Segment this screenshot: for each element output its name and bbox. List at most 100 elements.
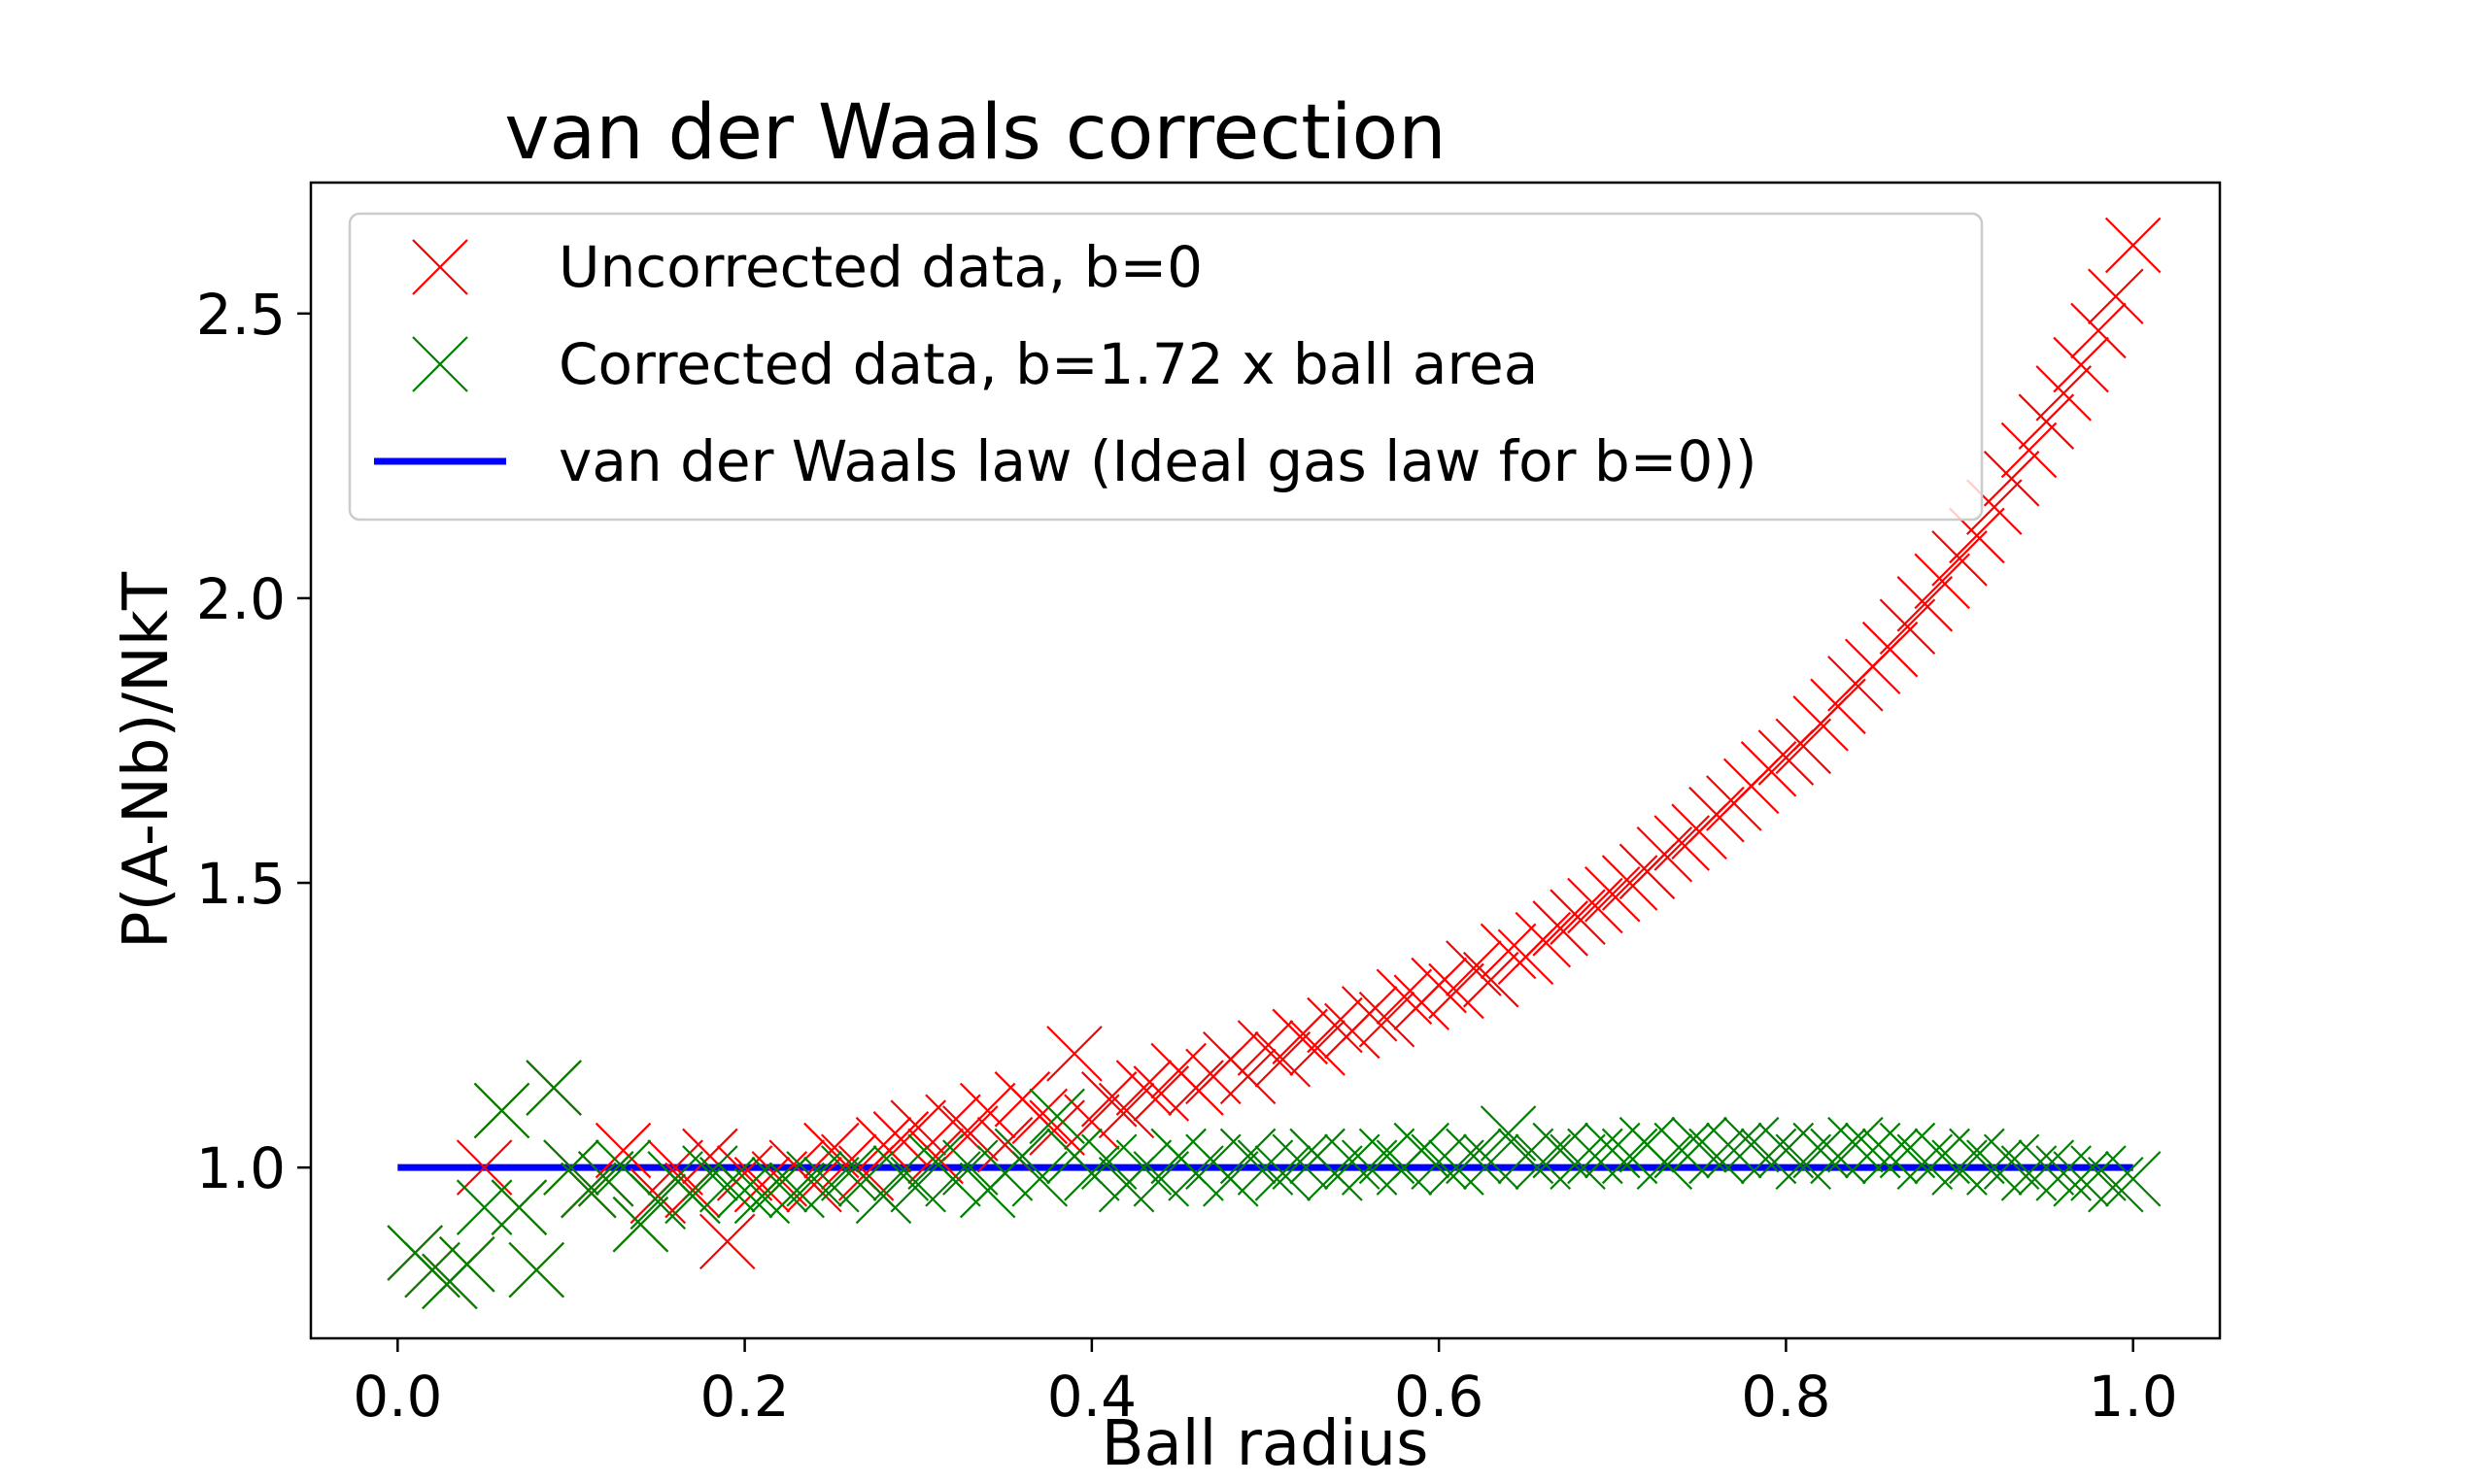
- y-tick-label: 1.5: [196, 851, 286, 917]
- series-0-point-19: [716, 1145, 773, 1201]
- series-1-point-32: [942, 1139, 999, 1196]
- series-1-point-84: [1844, 1122, 1901, 1179]
- series-0-point-65: [1515, 911, 1572, 968]
- series-0-point-18: [698, 1213, 756, 1270]
- x-tick-label: 0.4: [1047, 1364, 1137, 1430]
- series-1-point-51: [1272, 1133, 1329, 1191]
- series-0-point-59: [1411, 957, 1467, 1014]
- series-1-point-58: [1393, 1122, 1450, 1179]
- series-0-point-89: [1931, 530, 1988, 587]
- series-0-point-48: [1219, 1048, 1277, 1105]
- series-0-point-82: [1810, 678, 1866, 735]
- legend-label-0: Uncorrected data, b=0: [559, 234, 1203, 300]
- x-tick-label: 0.6: [1394, 1364, 1483, 1430]
- series-1-point-7: [508, 1241, 565, 1298]
- series-1-point-55: [1341, 1139, 1398, 1196]
- series-1-point-97: [2070, 1145, 2127, 1201]
- series-1-point-73: [1653, 1122, 1711, 1179]
- series-1-point-67: [1550, 1133, 1606, 1191]
- series-0-point-43: [1133, 1065, 1190, 1122]
- series-0-point-67: [1550, 889, 1606, 945]
- series-1-point-21: [751, 1156, 808, 1213]
- series-0-point-93: [2000, 422, 2058, 479]
- series-1-point-54: [1324, 1133, 1380, 1191]
- series-1-point-50: [1254, 1145, 1312, 1201]
- plot-frame: [309, 181, 2222, 1340]
- series-0-point-40: [1080, 1071, 1138, 1128]
- series-1-point-10: [561, 1162, 617, 1219]
- series-0-point-60: [1428, 962, 1484, 1020]
- y-tick-label: 2.0: [196, 566, 286, 632]
- series-1-point-99: [2104, 1151, 2162, 1207]
- series-1-point-86: [1879, 1122, 1936, 1179]
- series-1-point-31: [925, 1151, 981, 1207]
- series-0-point-73: [1653, 815, 1711, 871]
- series-1-point-64: [1497, 1128, 1554, 1185]
- series-0-point-55: [1341, 986, 1398, 1042]
- series-0-point-30: [907, 1128, 964, 1185]
- series-1-point-19: [716, 1162, 773, 1219]
- series-0-point-69: [1584, 865, 1641, 923]
- series-1-point-29: [890, 1156, 947, 1213]
- series-1-point-1: [404, 1241, 460, 1298]
- series-0-point-61: [1446, 940, 1502, 996]
- series-1-point-79: [1757, 1122, 1815, 1179]
- plot-marks: [387, 217, 2162, 1310]
- series-1-point-25: [820, 1145, 877, 1201]
- series-1-point-11: [577, 1151, 634, 1207]
- y-tick-label: 1.0: [196, 1135, 286, 1201]
- series-0-point-39: [1064, 1094, 1120, 1151]
- series-0-point-53: [1307, 996, 1363, 1054]
- legend-label-2: van der Waals law (Ideal gas law for b=0…: [559, 428, 1757, 494]
- series-0-point-31: [925, 1094, 981, 1151]
- series-1-point-89: [1931, 1139, 1988, 1196]
- series-1-point-59: [1411, 1133, 1467, 1191]
- series-1-point-39: [1064, 1145, 1120, 1201]
- series-1-point-45: [1168, 1145, 1224, 1201]
- legend-marker-0: [412, 239, 468, 295]
- series-1-point-40: [1080, 1133, 1138, 1191]
- series-1-point-36: [1011, 1151, 1069, 1207]
- series-0-point-72: [1636, 826, 1693, 883]
- series-0-point-66: [1532, 900, 1588, 957]
- series-0-point-20: [733, 1156, 791, 1213]
- legend-marker-1: [412, 336, 468, 392]
- legend-frame: [348, 212, 1984, 522]
- series-1-point-61: [1446, 1128, 1502, 1185]
- series-0-point-42: [1115, 1060, 1173, 1116]
- series-1-point-65: [1515, 1133, 1572, 1191]
- series-0-point-86: [1879, 598, 1936, 656]
- x-tick-label: 0.2: [699, 1364, 789, 1430]
- series-0-point-80: [1775, 718, 1832, 775]
- legend-label-1: Corrected data, b=1.72 x ball area: [559, 331, 1538, 397]
- series-1-point-28: [872, 1145, 930, 1201]
- series-0-point-32: [942, 1105, 999, 1162]
- series-1-point-18: [698, 1156, 756, 1213]
- series-1-point-43: [1133, 1151, 1190, 1207]
- series-0-point-45: [1168, 1060, 1224, 1116]
- series-1-point-56: [1358, 1128, 1415, 1185]
- x-axis-label: Ball radius: [1102, 1408, 1429, 1480]
- series-1-point-14: [630, 1173, 687, 1231]
- series-1-point-63: [1480, 1105, 1537, 1162]
- x-tick-label: 0.0: [353, 1364, 442, 1430]
- series-1-point-17: [682, 1145, 738, 1201]
- series-1-point-42: [1115, 1139, 1173, 1196]
- series-0-point-97: [2070, 302, 2127, 359]
- series-0-point-37: [1029, 1099, 1085, 1156]
- series-0-point-24: [803, 1122, 860, 1179]
- series-0-point-63: [1480, 923, 1537, 980]
- series-1-point-83: [1827, 1116, 1884, 1173]
- x-tick-label: 0.8: [1741, 1364, 1830, 1430]
- series-1-point-13: [612, 1196, 669, 1253]
- series-1-point-48: [1219, 1128, 1277, 1185]
- series-0-point-95: [2035, 365, 2093, 422]
- series-1-point-53: [1307, 1145, 1363, 1201]
- series-1-point-3: [438, 1236, 495, 1293]
- series-0-point-23: [786, 1156, 842, 1213]
- series-1-point-5: [473, 1082, 530, 1139]
- series-1-point-95: [2035, 1145, 2093, 1201]
- series-1-point-94: [2018, 1139, 2075, 1196]
- series-1-point-60: [1428, 1139, 1484, 1196]
- series-1-point-16: [664, 1167, 721, 1225]
